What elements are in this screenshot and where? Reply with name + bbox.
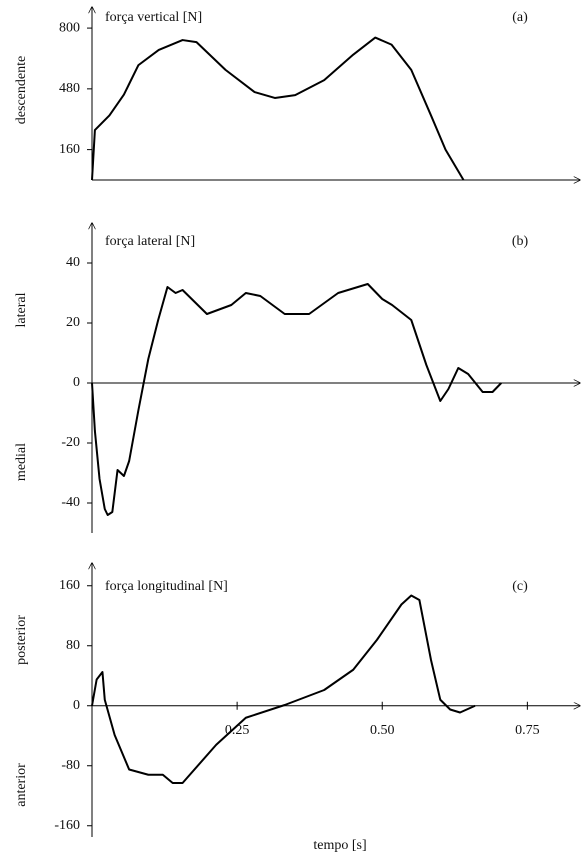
y-tick-label: 80 bbox=[66, 638, 80, 653]
y-tick-label: -40 bbox=[61, 495, 80, 510]
y-tick-label: 480 bbox=[59, 81, 80, 96]
y-tick-label: -80 bbox=[61, 758, 80, 773]
y-tick-label: -160 bbox=[54, 818, 80, 833]
panel-label: (c) bbox=[512, 579, 528, 594]
y-tick-label: 40 bbox=[66, 255, 80, 270]
x-tick-label: 0.50 bbox=[370, 723, 395, 738]
panel-title: força vertical [N] bbox=[105, 10, 202, 25]
y-tick-label: 0 bbox=[73, 698, 80, 713]
panel-title: força lateral [N] bbox=[105, 234, 195, 249]
y-tick-label: 160 bbox=[59, 578, 80, 593]
x-tick-label: 0.75 bbox=[515, 723, 540, 738]
y-tick-label: 0 bbox=[73, 375, 80, 390]
y-tick-label: 20 bbox=[66, 315, 80, 330]
panel-title: força longitudinal [N] bbox=[105, 579, 228, 594]
y-axis-label: anterior bbox=[14, 763, 29, 807]
panel-label: (a) bbox=[512, 10, 528, 25]
data-line bbox=[91, 594, 476, 784]
y-axis-label: posterior bbox=[14, 615, 29, 665]
y-tick-label: 800 bbox=[59, 20, 80, 35]
data-line bbox=[91, 36, 465, 181]
y-axis-label: medial bbox=[14, 443, 29, 481]
x-tick-label: 0.25 bbox=[225, 723, 250, 738]
data-line bbox=[91, 283, 502, 516]
y-tick-label: -20 bbox=[61, 435, 80, 450]
y-axis-label: lateral bbox=[14, 292, 29, 327]
x-axis-label: tempo [s] bbox=[313, 838, 366, 853]
y-axis-label: descendente bbox=[14, 56, 29, 124]
panel-label: (b) bbox=[512, 234, 529, 249]
y-tick-label: 160 bbox=[59, 142, 80, 157]
